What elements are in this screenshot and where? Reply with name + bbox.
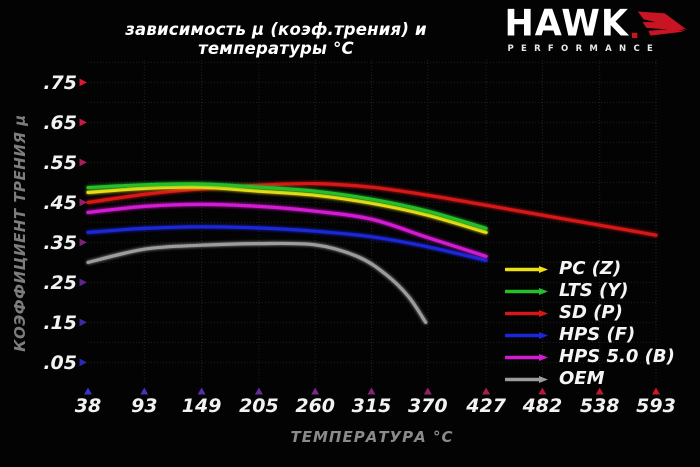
y-tick-label: .45: [43, 192, 77, 214]
series-line-hps-5-0-b: [86, 202, 488, 258]
x-axis-title: ТЕМПЕРАТУРА °C: [290, 428, 454, 446]
legend-swatch-lts-y: [505, 287, 548, 295]
y-tick-arrow-icon: [79, 358, 87, 367]
y-tick-label: .05: [43, 352, 77, 374]
series-line-hps-f: [86, 225, 488, 262]
y-tick-label: .25: [43, 272, 77, 294]
y-tick-label: .55: [43, 152, 77, 174]
x-tick-label: 149: [182, 395, 222, 417]
y-tick-label: .75: [43, 72, 77, 94]
y-tick-arrow-icon: [79, 158, 87, 167]
legend-item-oem: OEM: [505, 368, 675, 390]
x-tick-label: 427: [465, 395, 506, 417]
y-ticks: .75 .65 .55 .45 .35 .25 .15 .05: [43, 72, 87, 374]
x-tick-label: 260: [295, 395, 335, 417]
x-ticks: 38 93 149 205 260 315 370 427 482 538 593: [75, 387, 676, 417]
legend-label-hps-5-0-b: HPS 5.0 (B): [559, 346, 675, 367]
logo-wordmark: HAWK: [504, 3, 629, 45]
x-tick-arrow-icon: [254, 387, 263, 395]
x-tick-label: 315: [352, 395, 392, 417]
logo-subtext: PERFORMANCE: [507, 44, 661, 54]
x-tick-arrow-icon: [482, 387, 491, 395]
x-tick-label: 482: [522, 395, 563, 417]
x-tick-label: 38: [75, 395, 101, 417]
legend-label-lts-y: LTS (Y): [559, 280, 629, 301]
curves: [86, 181, 658, 324]
series-line-sd-p: [86, 181, 658, 237]
x-tick-label: 93: [131, 395, 157, 417]
series-line-oem: [86, 241, 428, 324]
x-tick-arrow-icon: [423, 387, 432, 395]
hawk-logo: HAWK PERFORMANCE: [504, 3, 688, 54]
legend-item-hps-f: HPS (F): [505, 324, 675, 346]
y-tick-arrow-icon: [79, 238, 87, 247]
x-tick-label: 205: [239, 395, 279, 417]
x-tick-arrow-icon: [595, 387, 604, 395]
legend-item-hps-5-0-b: HPS 5.0 (B): [505, 346, 675, 368]
legend-item-sd-p: SD (P): [505, 302, 675, 324]
x-tick-arrow-icon: [367, 387, 376, 395]
legend-label-oem: OEM: [559, 368, 605, 389]
y-tick-label: .35: [43, 232, 77, 254]
x-tick-arrow-icon: [197, 387, 206, 395]
y-tick-label: .15: [43, 312, 77, 334]
legend-label-sd-p: SD (P): [559, 302, 623, 323]
y-axis-title: КОЭФФИЦИЕНТ ТРЕНИЯ μ: [11, 114, 29, 352]
legend-swatch-hps-5-0-b: [505, 353, 548, 361]
y-tick-arrow-icon: [79, 78, 87, 87]
x-tick-arrow-icon: [140, 387, 149, 395]
legend-item-pc-z: PC (Z): [505, 258, 675, 280]
chart-title: зависимость μ (коэф.трения) и температур…: [125, 20, 427, 58]
logo-row: HAWK: [504, 3, 688, 45]
legend-swatch-hps-f: [505, 331, 548, 339]
legend: PC (Z) LTS (Y) SD (P) HPS (F) HPS 5.0 (B) OEM: [505, 258, 675, 390]
x-tick-arrow-icon: [84, 387, 92, 395]
y-tick-arrow-icon: [79, 198, 87, 207]
x-tick-label: 593: [636, 395, 676, 417]
series-line-lts-y: [86, 182, 488, 230]
hawk-wing-icon: [632, 11, 688, 39]
y-tick-arrow-icon: [79, 118, 87, 127]
legend-item-lts-y: LTS (Y): [505, 280, 675, 302]
legend-label-hps-f: HPS (F): [559, 324, 636, 345]
y-tick-arrow-icon: [79, 318, 87, 327]
legend-swatch-pc-z: [505, 265, 548, 273]
legend-label-pc-z: PC (Z): [559, 258, 622, 279]
y-tick-arrow-icon: [79, 278, 87, 287]
legend-swatch-oem: [505, 375, 548, 383]
x-tick-arrow-icon: [652, 387, 660, 395]
x-tick-label: 538: [580, 395, 620, 417]
legend-swatch-sd-p: [505, 309, 548, 317]
x-tick-label: 370: [408, 395, 448, 417]
x-tick-arrow-icon: [538, 387, 547, 395]
series-line-pc-z: [86, 185, 488, 234]
y-tick-label: .65: [43, 112, 77, 134]
x-tick-arrow-icon: [311, 387, 320, 395]
